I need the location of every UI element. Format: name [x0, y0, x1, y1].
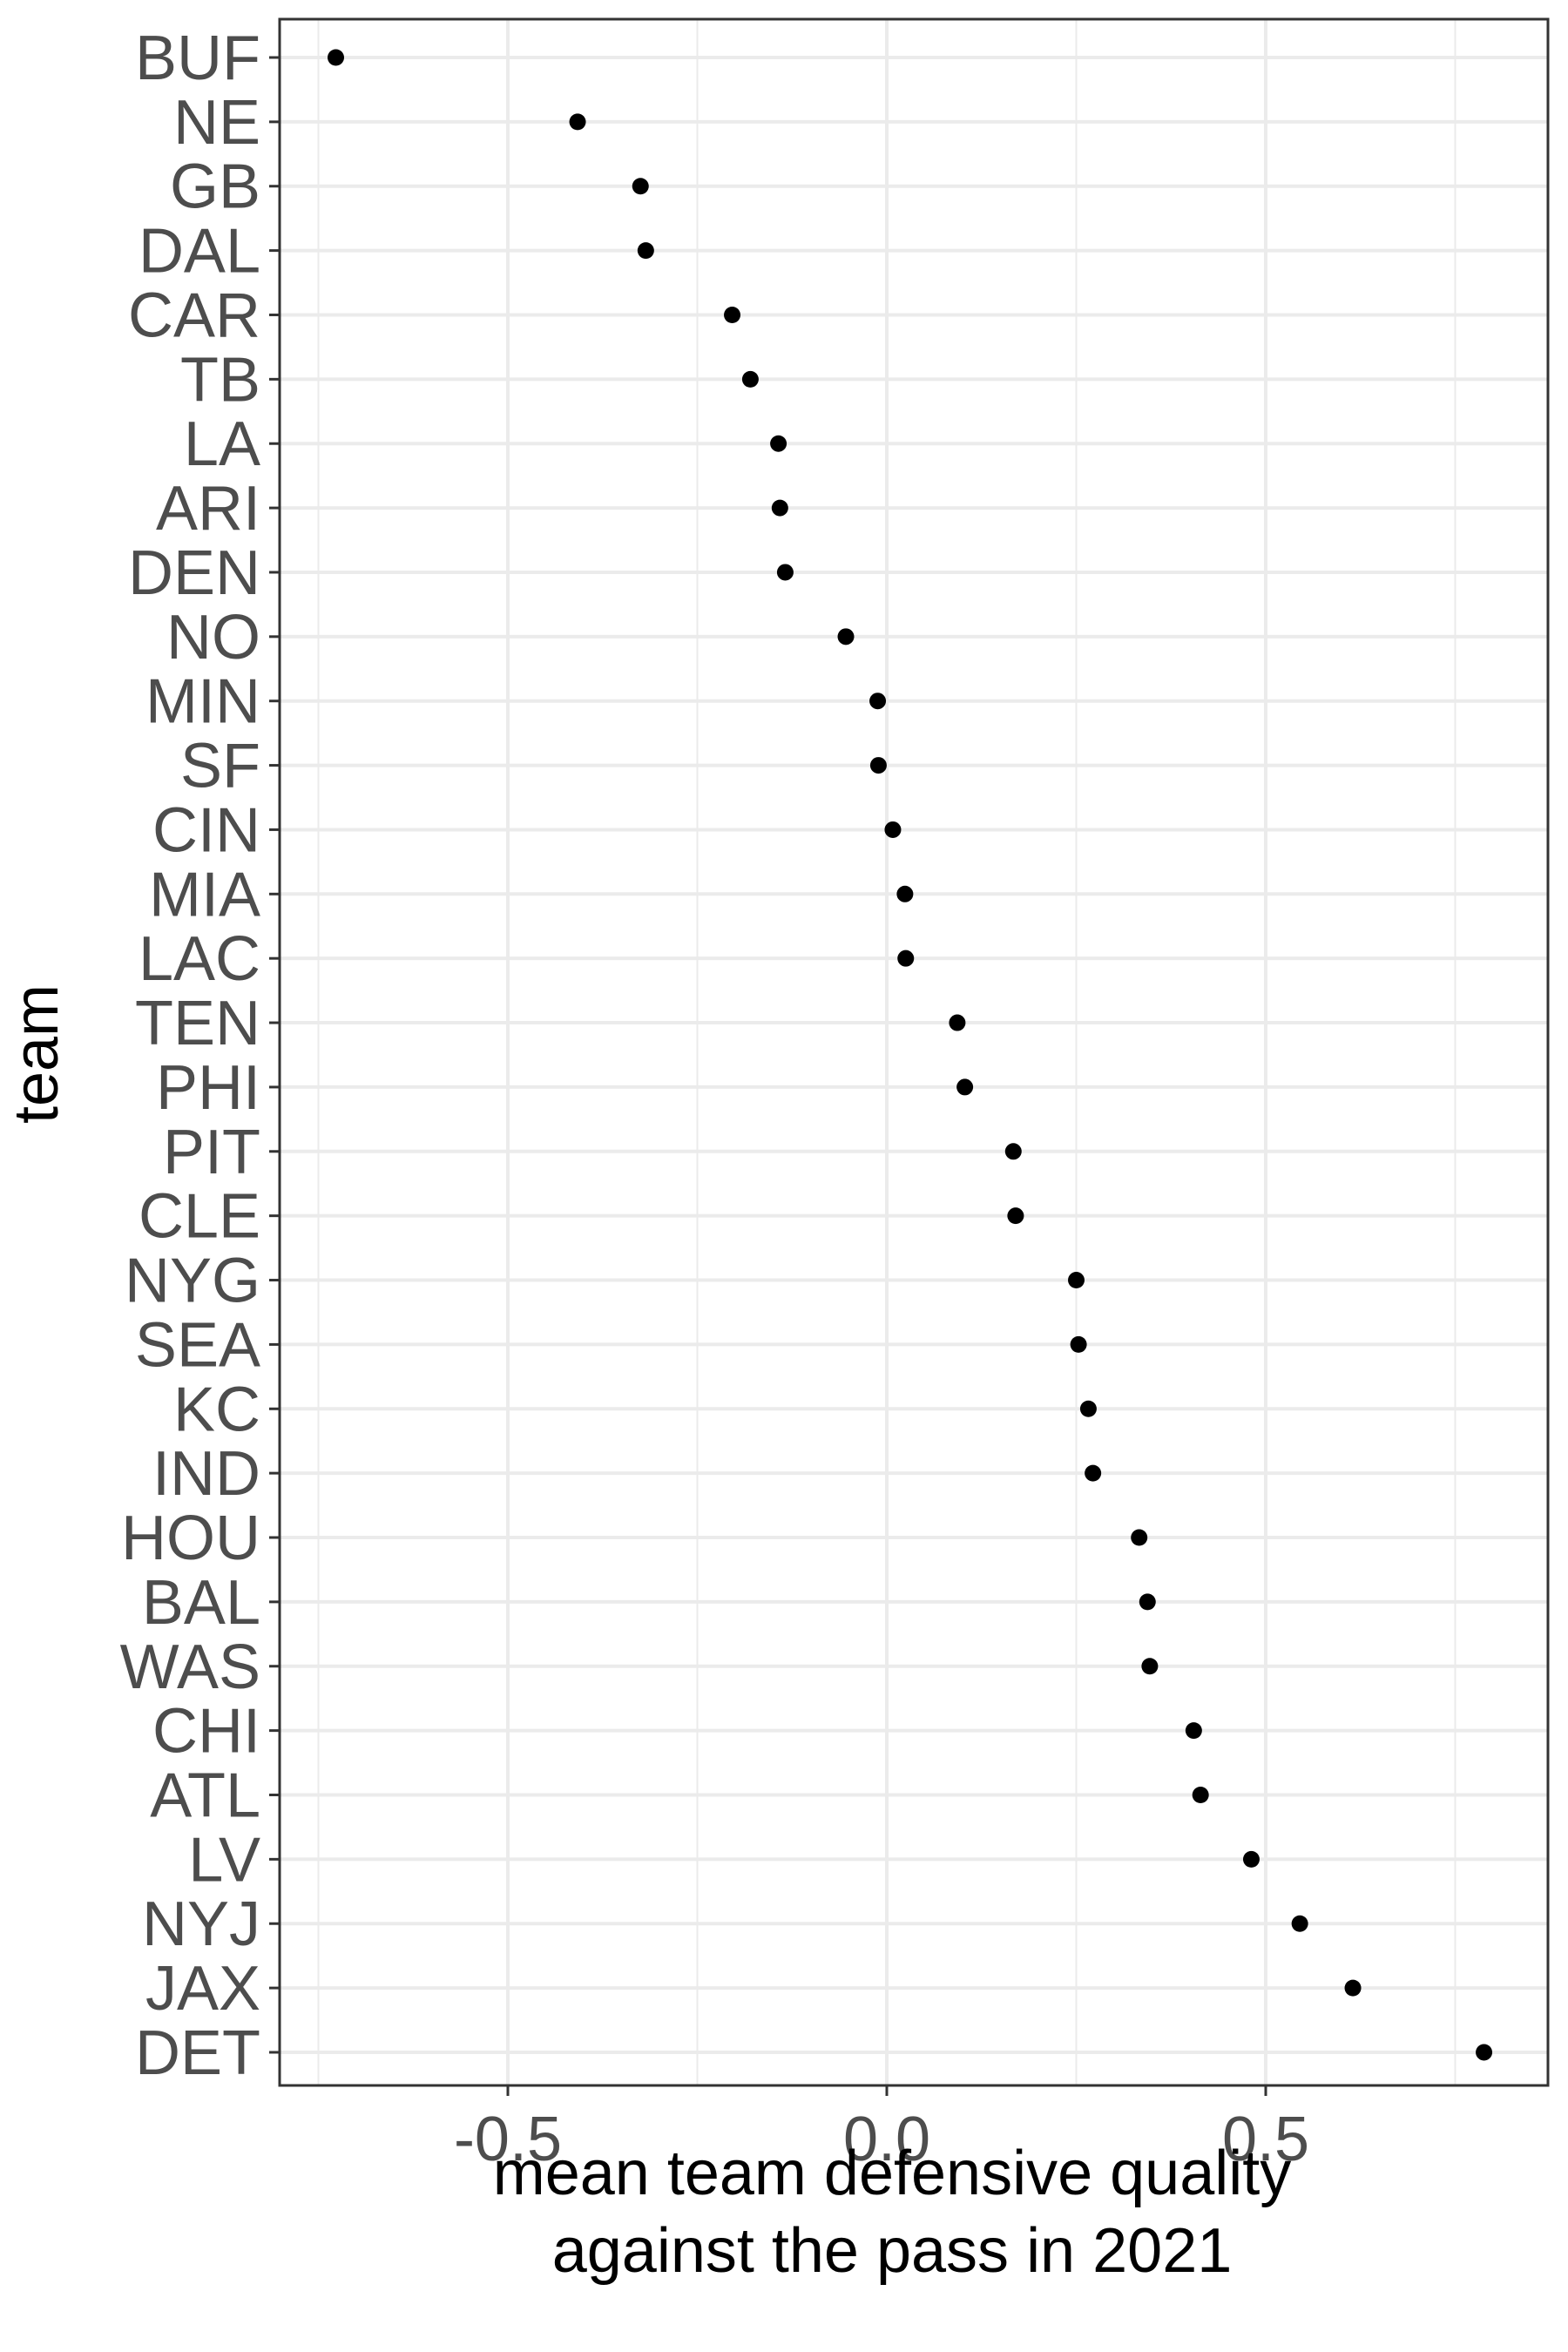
data-point [1131, 1529, 1148, 1546]
x-tick-label: 0.5 [1222, 2105, 1309, 2174]
data-point [897, 950, 915, 967]
y-tick-label: CHI [152, 1697, 260, 1767]
y-tick-label: DAL [139, 217, 260, 287]
x-axis-title-line-1: mean team defensive quality [493, 2139, 1292, 2208]
data-point [1291, 1915, 1308, 1932]
data-point [956, 1078, 974, 1096]
y-tick-label: TB [180, 345, 260, 415]
y-tick-label: CIN [152, 795, 260, 865]
y-tick-label: BUF [135, 24, 260, 93]
data-point [741, 370, 759, 388]
y-tick-label: MIA [149, 860, 260, 929]
y-tick-label: NE [173, 88, 260, 158]
data-point [896, 885, 914, 902]
y-tick-label: MIN [145, 667, 260, 737]
grid [280, 19, 1548, 2085]
x-tick-label: 0.0 [843, 2105, 930, 2174]
y-tick-label: NYG [125, 1247, 260, 1316]
y-tick-label: PHI [156, 1053, 260, 1123]
data-point [1185, 1722, 1202, 1740]
x-axis-title-line-2: against the pass in 2021 [552, 2216, 1233, 2286]
data-point [837, 628, 855, 645]
data-points [328, 49, 1493, 2061]
data-point [1141, 1658, 1159, 1675]
y-tick-label: KC [173, 1375, 260, 1444]
y-tick-label: NYJ [142, 1889, 260, 1959]
data-point [1192, 1786, 1209, 1803]
data-point [724, 306, 741, 323]
y-tick-label: PIT [163, 1118, 260, 1187]
y-tick-label: DET [135, 2018, 260, 2088]
panel-background [280, 19, 1548, 2085]
y-tick-label: DEN [128, 538, 260, 608]
y-tick-label: CLE [139, 1182, 260, 1252]
data-point [770, 435, 787, 452]
y-tick-label: JAX [145, 1954, 260, 2024]
data-point [949, 1014, 966, 1031]
y-tick-label: LA [184, 409, 260, 479]
y-tick-label: ATL [150, 1761, 260, 1830]
data-point [1242, 1850, 1260, 1868]
y-tick-label: SF [180, 732, 260, 801]
data-point [1068, 1272, 1085, 1289]
data-point [1139, 1593, 1156, 1611]
data-point [1476, 2044, 1493, 2061]
data-point [1004, 1143, 1022, 1160]
y-tick-label: NO [166, 603, 260, 672]
y-axis-title: team [2, 984, 71, 1124]
y-tick-label: WAS [120, 1632, 260, 1702]
data-point [1079, 1400, 1097, 1417]
data-point [1007, 1207, 1024, 1225]
data-point [771, 499, 788, 517]
x-axis: -0.5 0.0 0.5 [454, 2085, 1309, 2174]
data-point [569, 113, 586, 131]
data-point [776, 564, 794, 581]
y-tick-label: TEN [135, 989, 260, 1058]
y-tick-label: SEA [135, 1310, 260, 1380]
data-point [1344, 1979, 1362, 1997]
data-point [632, 178, 649, 195]
y-tick-label: BAL [142, 1568, 260, 1638]
data-point [869, 693, 887, 710]
data-point [637, 242, 654, 260]
y-tick-label: LAC [139, 924, 260, 994]
data-point [328, 49, 345, 66]
y-tick-label: HOU [121, 1504, 260, 1573]
x-tick-label: -0.5 [454, 2105, 562, 2174]
y-tick-label: GB [170, 152, 260, 222]
y-tick-label: LV [188, 1825, 260, 1895]
data-point [1070, 1335, 1087, 1353]
y-tick-label: CAR [128, 280, 260, 350]
y-tick-label: ARI [156, 474, 260, 544]
panel-border [278, 17, 1550, 2087]
y-axis: BUFNEGBDALCARTBLAARIDENNOMINSFCINMIALACT… [120, 24, 280, 2088]
data-point [884, 821, 902, 838]
data-point [869, 757, 887, 774]
data-point [1085, 1464, 1102, 1482]
y-tick-label: IND [152, 1439, 260, 1509]
